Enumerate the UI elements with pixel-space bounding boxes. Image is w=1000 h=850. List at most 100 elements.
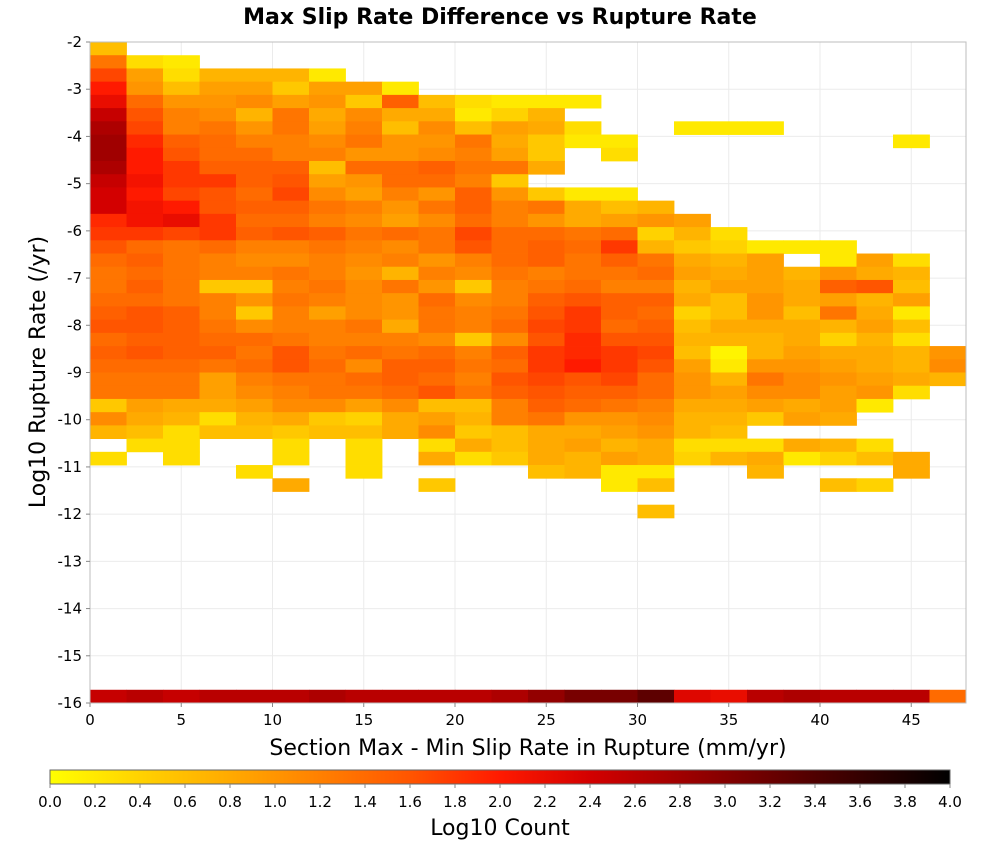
heatmap-cell <box>345 227 383 241</box>
heatmap-cell <box>674 438 711 453</box>
heatmap-cell <box>382 147 419 162</box>
heatmap-cell <box>236 174 273 188</box>
heatmap-cell <box>455 121 492 135</box>
heatmap-cell <box>309 134 346 149</box>
heatmap-cell <box>126 359 164 373</box>
heatmap-cell <box>345 372 383 387</box>
heatmap-cell <box>199 253 237 268</box>
heatmap-cell <box>710 385 748 400</box>
heatmap-cell <box>382 253 419 268</box>
heatmap-cell <box>455 200 492 215</box>
heatmap-cell <box>710 227 748 241</box>
heatmap-cell <box>90 213 127 228</box>
heatmap-cell <box>272 134 310 149</box>
heatmap-cell <box>309 412 346 426</box>
heatmap-cell <box>272 279 310 294</box>
heatmap-cell <box>345 187 383 202</box>
y-tick-label: -3 <box>67 80 82 98</box>
heatmap-cell <box>418 227 456 241</box>
heatmap-cell <box>564 200 602 215</box>
heatmap-cell <box>345 240 383 254</box>
heatmap-cell <box>856 398 894 413</box>
heatmap-cell <box>272 68 310 83</box>
heatmap-cell <box>90 279 127 294</box>
heatmap-cell <box>126 372 164 387</box>
heatmap-cell <box>455 94 492 109</box>
heatmap-cell <box>90 227 127 241</box>
heatmap-cell <box>126 425 164 439</box>
x-tick-label: 10 <box>263 711 282 729</box>
heatmap-cell <box>674 240 711 254</box>
x-tick-label: 25 <box>537 711 556 729</box>
heatmap-cell <box>382 359 419 373</box>
heatmap-cell <box>418 253 456 268</box>
heatmap-cell <box>126 200 164 215</box>
heatmap-cell <box>783 240 821 254</box>
heatmap-cell <box>491 108 529 122</box>
heatmap-cell <box>455 160 492 175</box>
heatmap-cell <box>491 94 529 109</box>
heatmap-cell <box>893 689 930 704</box>
heatmap-cell <box>564 425 602 439</box>
heatmap-cell <box>309 94 346 109</box>
heatmap-cell <box>382 306 419 321</box>
heatmap-cell <box>528 147 565 162</box>
heatmap-cell <box>491 121 529 135</box>
heatmap-cell <box>637 385 675 400</box>
heatmap-cell <box>163 266 200 281</box>
heatmap-cell <box>564 134 602 149</box>
heatmap-cell <box>747 398 784 413</box>
heatmap-cell <box>418 266 456 281</box>
x-tick-label: 0 <box>85 711 95 729</box>
heatmap-cell <box>455 412 492 426</box>
heatmap-cell <box>236 187 273 202</box>
heatmap-cell <box>199 200 237 215</box>
heatmap-cell <box>564 398 602 413</box>
heatmap-cell <box>601 412 638 426</box>
heatmap-cell <box>601 372 638 387</box>
heatmap-cell <box>90 253 127 268</box>
heatmap-cell <box>491 200 529 215</box>
heatmap-cell <box>382 187 419 202</box>
heatmap-cell <box>783 359 821 373</box>
heatmap-cell <box>455 385 492 400</box>
heatmap-cell <box>601 319 638 334</box>
heatmap-cell <box>491 227 529 241</box>
heatmap-cell <box>345 266 383 281</box>
heatmap-cell <box>126 94 164 109</box>
heatmap-cell <box>126 108 164 122</box>
heatmap-cell <box>747 253 784 268</box>
heatmap-cell <box>309 266 346 281</box>
heatmap-cell <box>820 319 857 334</box>
heatmap-cell <box>163 68 200 83</box>
heatmap-cell <box>637 398 675 413</box>
heatmap-cell <box>236 306 273 321</box>
heatmap-cell <box>309 332 346 347</box>
y-tick-label: -13 <box>58 552 83 570</box>
heatmap-cell <box>747 689 784 704</box>
heatmap-cell <box>90 385 127 400</box>
heatmap-cell <box>564 213 602 228</box>
heatmap-cell <box>783 398 821 413</box>
y-tick-label: -14 <box>58 600 83 618</box>
heatmap-cell <box>345 689 383 704</box>
heatmap-cell <box>418 372 456 387</box>
heatmap-cell <box>126 253 164 268</box>
heatmap-cell <box>747 293 784 307</box>
heatmap-cell <box>90 293 127 307</box>
heatmap-cell <box>528 253 565 268</box>
heatmap-cell <box>491 398 529 413</box>
heatmap-cell <box>710 319 748 334</box>
heatmap-cell <box>820 332 857 347</box>
heatmap-cell <box>126 689 164 704</box>
heatmap-cell <box>309 147 346 162</box>
heatmap-cell <box>272 200 310 215</box>
heatmap-cell <box>564 412 602 426</box>
heatmap-cell <box>309 359 346 373</box>
heatmap-cell <box>345 398 383 413</box>
colorbar-ticks: 0.0 0.2 0.4 0.6 0.8 1.0 1.2 1.4 1.6 1.8 2.0 2.2 2.4 2… <box>38 784 962 811</box>
heatmap-cell <box>199 306 237 321</box>
heatmap-cell <box>820 412 857 426</box>
heatmap-cell <box>710 412 748 426</box>
heatmap-cell <box>199 121 237 135</box>
